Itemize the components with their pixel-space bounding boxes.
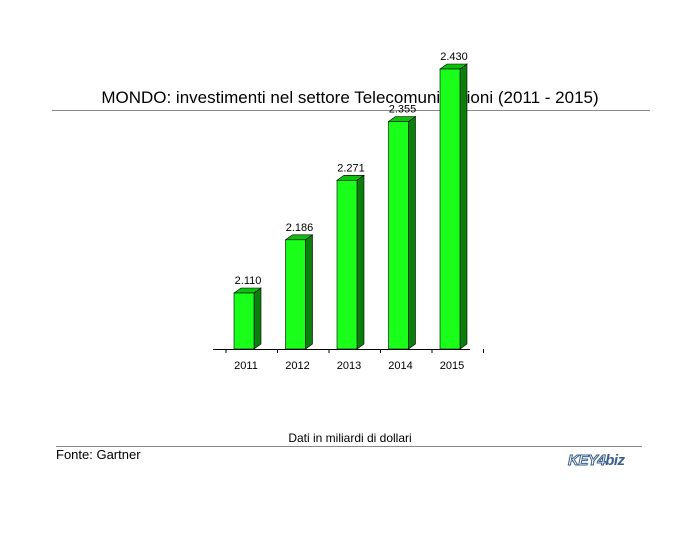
bar-side-2011 xyxy=(253,287,262,350)
bar-front-2013 xyxy=(336,180,358,350)
title-divider xyxy=(52,110,650,111)
bar-side-2013 xyxy=(356,174,365,350)
source-text: Fonte: Gartner xyxy=(56,447,141,462)
value-label-2015: 2.430 xyxy=(440,51,468,63)
value-label-2014: 2.355 xyxy=(389,104,417,116)
bar-side-2012 xyxy=(305,234,313,350)
key4biz-logo: KEY4biz xyxy=(567,452,625,470)
bar-2013 xyxy=(336,174,365,350)
bars-group xyxy=(233,63,468,350)
bar-front-2012 xyxy=(285,239,306,350)
chart-title: MONDO: investimenti nel settore Telecomu… xyxy=(101,88,599,107)
bar-2015 xyxy=(439,63,468,350)
bar-side-2014 xyxy=(408,115,416,350)
unit-note: Dati in miliardi di dollari xyxy=(288,431,412,445)
x-tick-label-2012: 2012 xyxy=(285,360,309,372)
bar-side-2015 xyxy=(459,63,468,350)
bar-2012 xyxy=(284,234,314,350)
value-label-2013: 2.271 xyxy=(337,162,365,174)
value-label-2011: 2.110 xyxy=(235,275,262,287)
x-tick-label-2014: 2014 xyxy=(388,360,412,372)
x-axis-labels: 2011 2012 2013 2014 2015 xyxy=(234,360,464,372)
bar-front-2014 xyxy=(388,121,409,350)
x-tick-label-2013: 2013 xyxy=(337,360,361,372)
value-label-2012: 2.186 xyxy=(286,222,314,234)
value-labels: 2.110 2.186 2.271 2.355 2.430 xyxy=(235,51,468,287)
x-tick-label-2015: 2015 xyxy=(440,360,464,372)
footer-divider xyxy=(56,446,642,447)
bar-front-2011 xyxy=(233,292,255,350)
x-axis-ticks xyxy=(225,349,484,353)
x-tick-label-2011: 2011 xyxy=(234,360,258,372)
bar-2014 xyxy=(387,115,417,350)
bar-2011 xyxy=(233,287,262,350)
bar-front-2015 xyxy=(439,68,461,350)
